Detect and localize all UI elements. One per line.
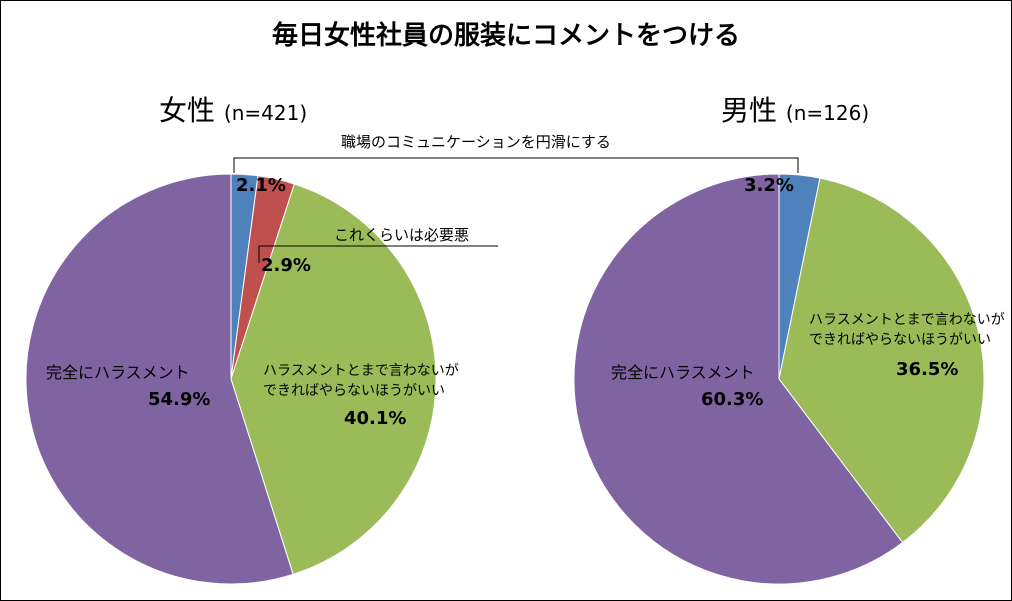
pct-male-harass: 60.3% bbox=[701, 389, 764, 410]
pie-slice-1-2 bbox=[573, 173, 904, 585]
label-male-harass: 完全にハラスメント bbox=[611, 363, 755, 382]
pie-title-female: 女性 (n=421) bbox=[159, 94, 308, 127]
leader-line-necessary bbox=[258, 245, 498, 263]
pie-title-male: 男性 (n=126) bbox=[721, 94, 870, 127]
pct-male-mild: 36.5% bbox=[896, 359, 959, 380]
pct-female-smooth: 2.1% bbox=[236, 175, 286, 196]
chart-title: 毎日女性社員の服装にコメントをつける bbox=[271, 21, 740, 51]
pie-slice-1-1 bbox=[778, 177, 985, 544]
pct-female-necessary: 2.9% bbox=[261, 255, 311, 276]
label-female-harass: 完全にハラスメント bbox=[46, 363, 190, 382]
leader-line-smooth bbox=[233, 157, 799, 173]
pie-slice-0-2 bbox=[230, 183, 437, 575]
label-smooth: 職場のコミュニケーションを円滑にする bbox=[341, 133, 611, 151]
label-female-mild: ハラスメントとまで言わないが できればやらないほうがいい bbox=[263, 363, 459, 399]
pie-slice-0-3 bbox=[25, 173, 294, 585]
label-male-mild: ハラスメントとまで言わないが できればやらないほうがいい bbox=[809, 312, 1005, 348]
pct-female-mild: 40.1% bbox=[344, 408, 407, 429]
label-necessary: これくらいは必要悪 bbox=[334, 226, 470, 244]
pct-female-harass: 54.9% bbox=[148, 389, 211, 410]
pct-male-smooth: 3.2% bbox=[744, 175, 794, 196]
